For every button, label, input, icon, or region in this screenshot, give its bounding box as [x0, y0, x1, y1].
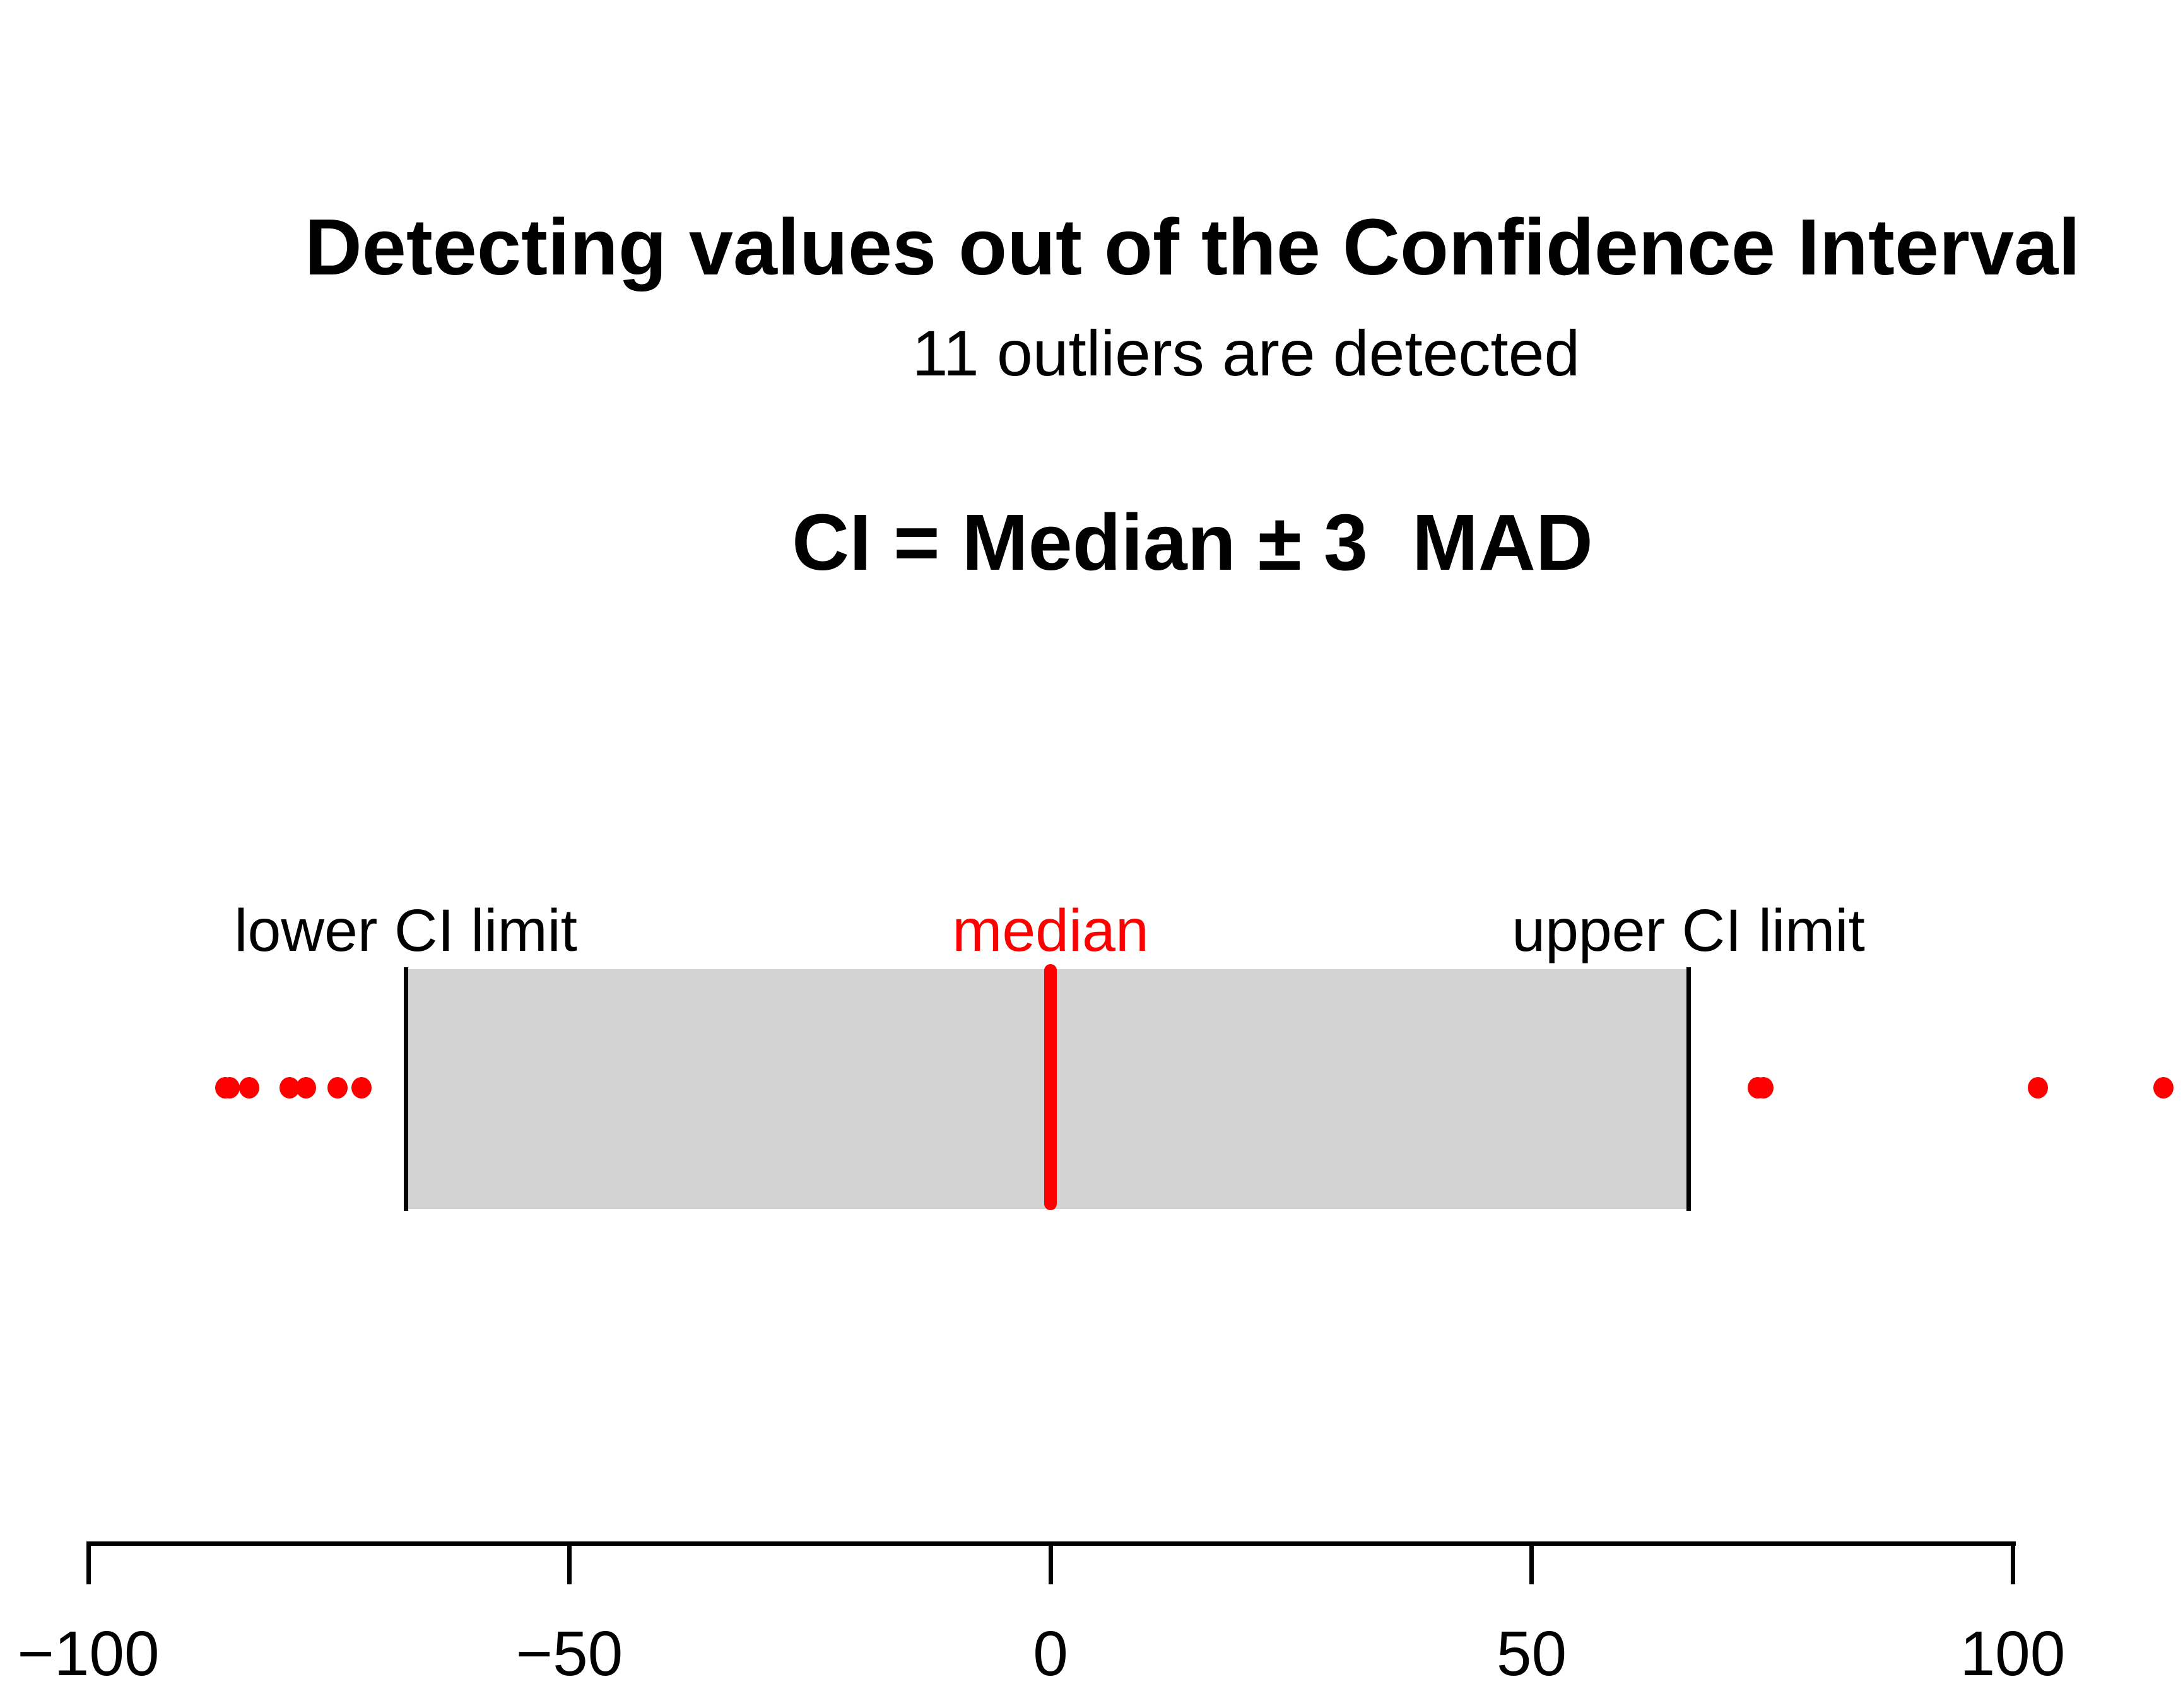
- chart-title-line-1: Detecting values out of the Confidence I…: [304, 203, 2081, 292]
- x-tick-label: 50: [1496, 1618, 1567, 1689]
- upper-ci-line: [1686, 967, 1691, 1211]
- x-tick: [2010, 1545, 2015, 1584]
- outlier-point: [351, 1077, 372, 1098]
- x-tick: [1048, 1545, 1053, 1584]
- outlier-count-text: 11 outliers are detected: [912, 317, 1580, 389]
- outlier-point: [1753, 1077, 1774, 1098]
- x-tick-label: −50: [515, 1618, 623, 1689]
- outlier-point: [327, 1077, 348, 1098]
- x-axis-line: [86, 1541, 2016, 1546]
- x-tick-label: −100: [17, 1618, 160, 1689]
- outlier-point: [238, 1077, 259, 1098]
- label-upper-ci-limit: upper CI limit: [1512, 897, 1865, 964]
- median-line: [1044, 964, 1057, 1210]
- x-tick-label: 0: [1033, 1618, 1068, 1689]
- label-lower-ci-limit: lower CI limit: [234, 897, 578, 964]
- x-tick: [1529, 1545, 1534, 1584]
- outlier-point: [2153, 1077, 2174, 1098]
- chart-title: Detecting values out of the Confidence I…: [215, 1, 2170, 690]
- outlier-point: [2027, 1077, 2048, 1098]
- x-tick-label: 100: [1960, 1618, 2066, 1689]
- x-tick: [86, 1545, 91, 1584]
- x-tick: [567, 1545, 572, 1584]
- lower-ci-line: [403, 967, 408, 1211]
- label-median: median: [952, 897, 1149, 964]
- chart-title-line-2: CI = Median ± 3 MAD: [792, 498, 1593, 587]
- outlier-point: [220, 1077, 240, 1098]
- outlier-point: [295, 1077, 316, 1098]
